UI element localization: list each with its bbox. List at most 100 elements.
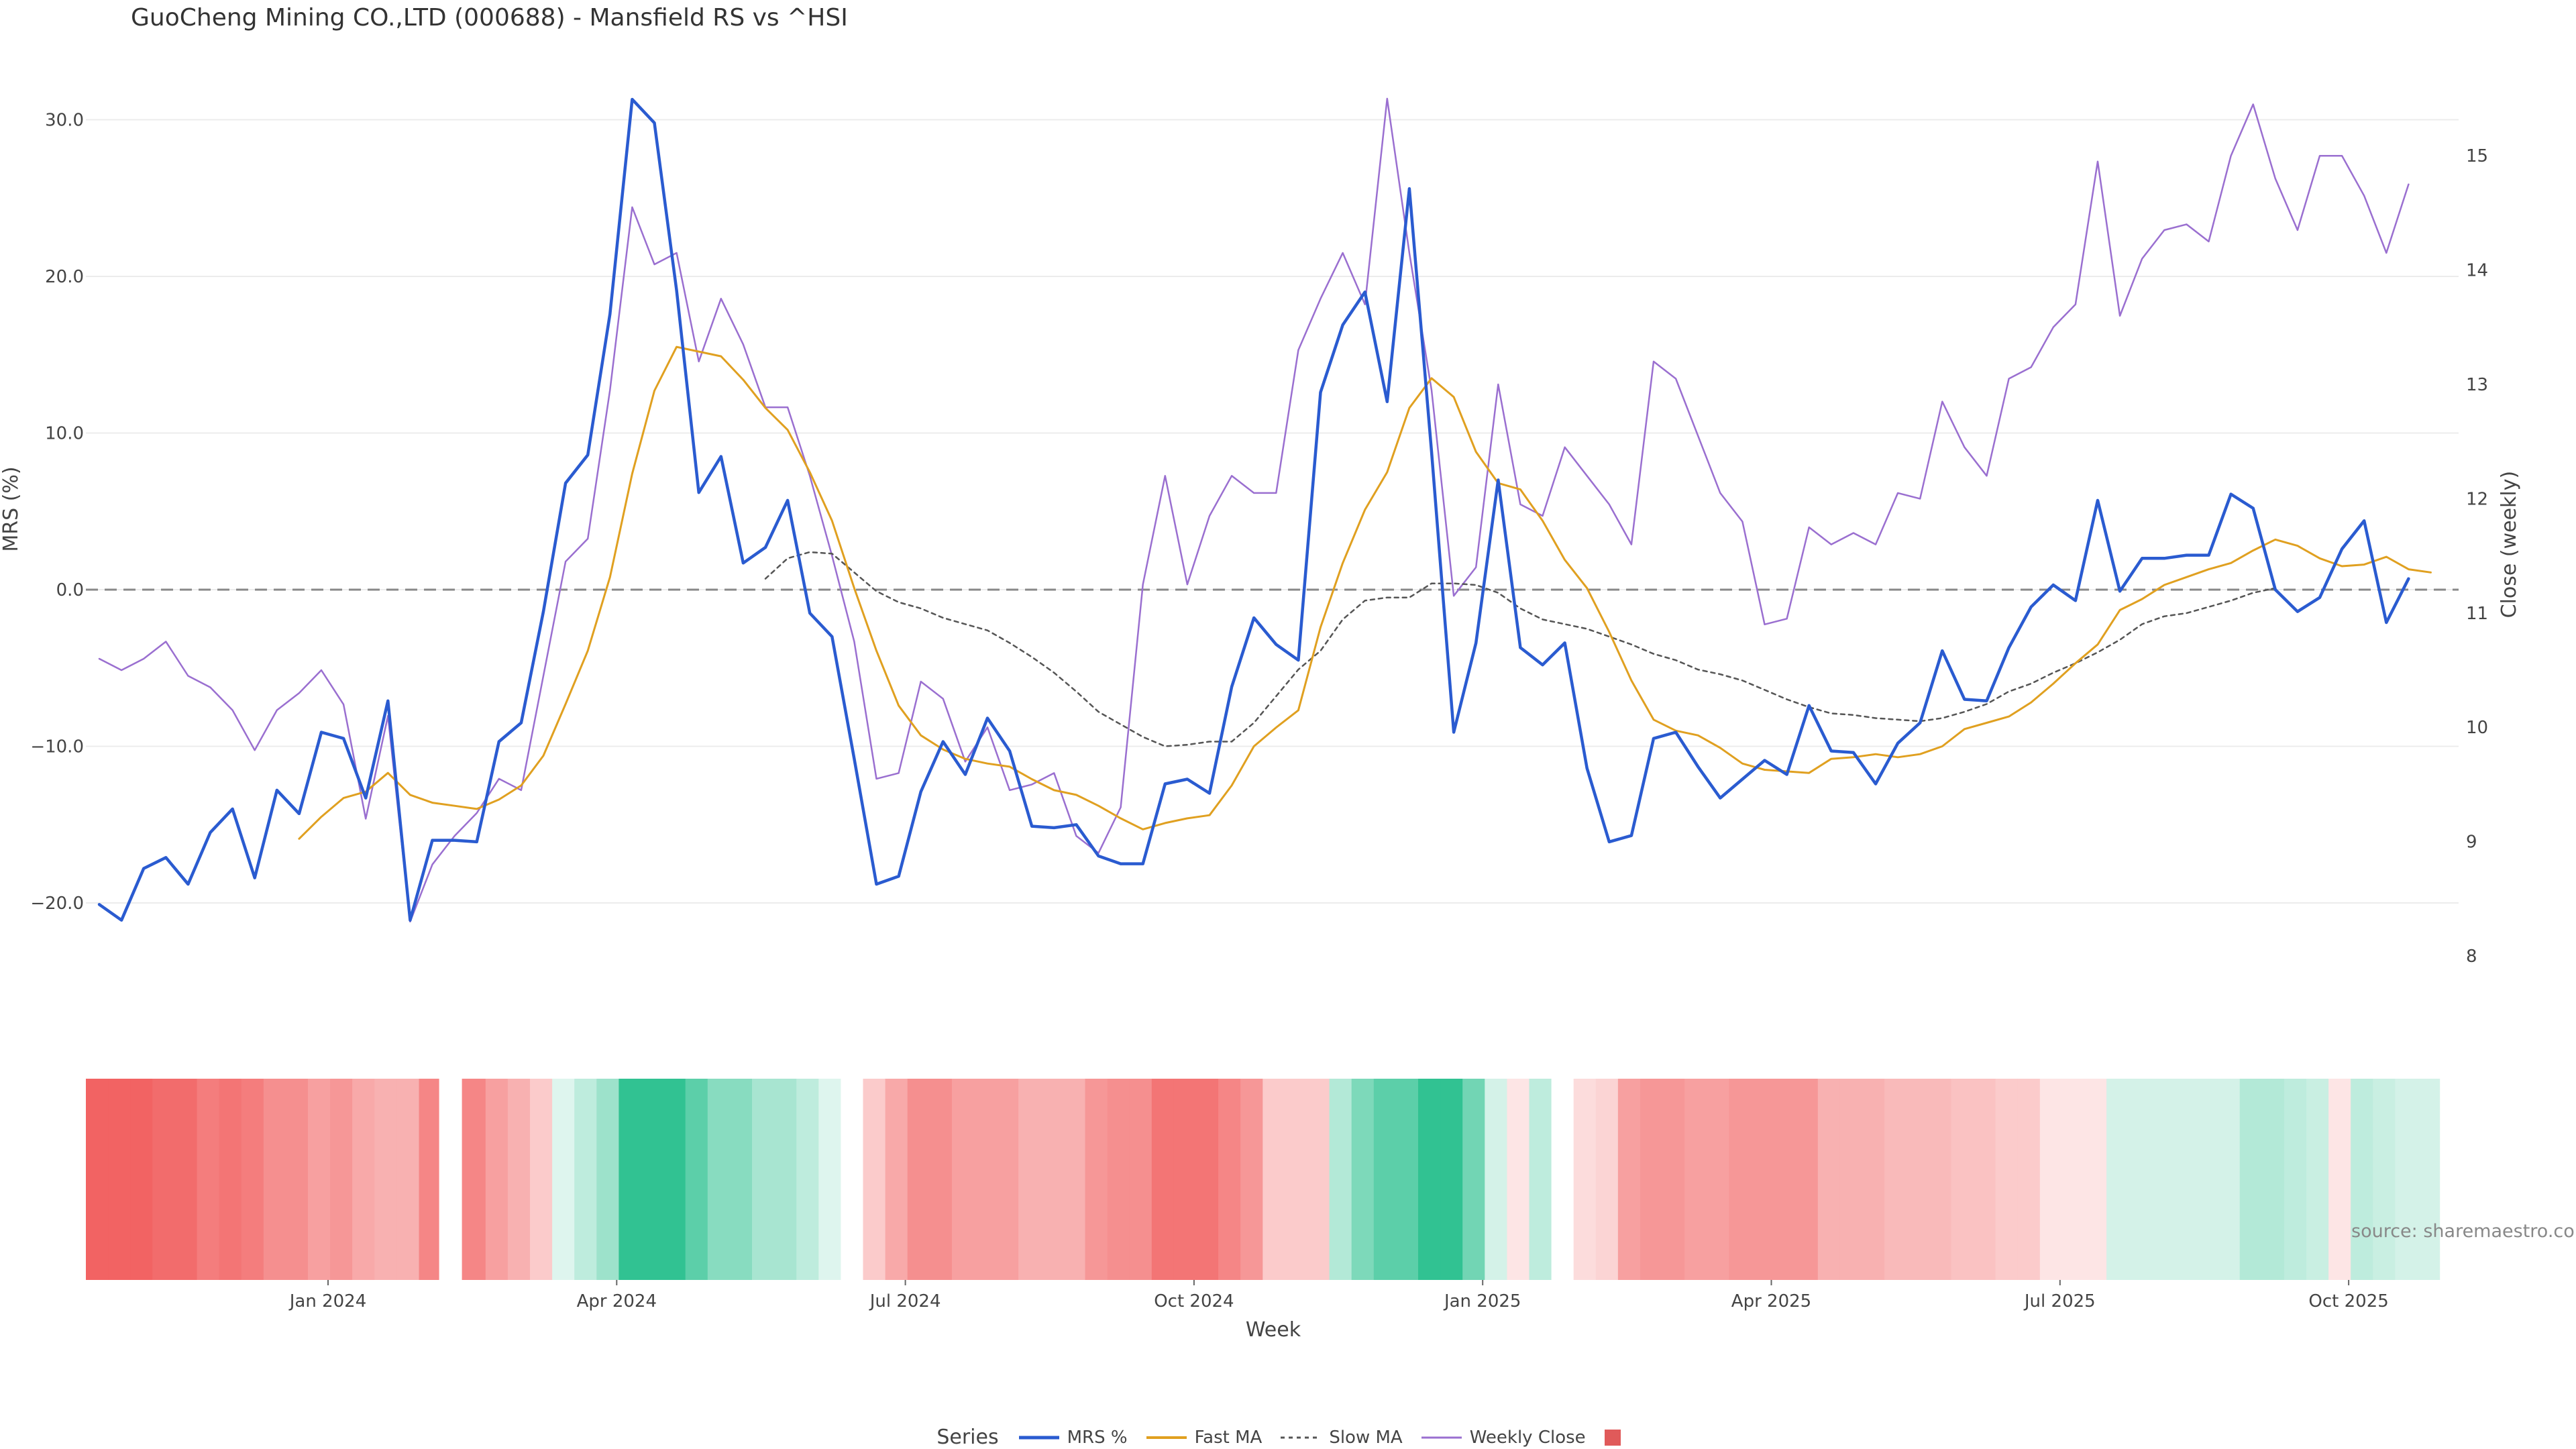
heatmap-cell xyxy=(374,1079,397,1280)
heatmap-cell xyxy=(2395,1079,2418,1280)
legend-item-mrs[interactable]: MRS % xyxy=(1018,1428,1128,1448)
series-line-weekly-close xyxy=(98,97,2410,923)
heatmap-cell xyxy=(1218,1079,1241,1280)
heatmap-cell xyxy=(1529,1079,1552,1280)
chart-title: GuoCheng Mining CO.,LTD (000688) - Mansf… xyxy=(131,4,848,32)
heatmap-cell xyxy=(596,1079,619,1280)
heatmap-cell xyxy=(463,1079,486,1280)
heatmap-cell xyxy=(2017,1079,2041,1280)
heatmap-cell xyxy=(1285,1079,1308,1280)
heatmap-cell xyxy=(308,1079,331,1280)
heatmap-cell xyxy=(1817,1079,1841,1280)
y-right-tick-label: 10 xyxy=(2466,718,2488,738)
heatmap-cell xyxy=(774,1079,797,1280)
heatmap-cell xyxy=(2195,1079,2218,1280)
heatmap-cell xyxy=(1040,1079,1063,1280)
heatmap-cell xyxy=(86,1079,109,1280)
legend-line-icon xyxy=(1146,1436,1187,1439)
heatmap-cell xyxy=(1684,1079,1707,1280)
heatmap-cell xyxy=(1884,1079,1907,1280)
x-tick-label: Jan 2024 xyxy=(288,1291,367,1311)
heatmap-cell xyxy=(885,1079,908,1280)
legend-label: Fast MA xyxy=(1194,1427,1263,1448)
heatmap-cell xyxy=(2151,1079,2174,1280)
heatmap-cell xyxy=(1617,1079,1641,1280)
legend-item-slow-ma[interactable]: Slow MA xyxy=(1281,1427,1403,1448)
heatmap-cell xyxy=(2173,1079,2196,1280)
heatmap-cell xyxy=(241,1079,264,1280)
heatmap-cell xyxy=(1173,1079,1197,1280)
heatmap-cell xyxy=(1129,1079,1152,1280)
x-tick-label: Apr 2025 xyxy=(1731,1291,1811,1311)
heatmap-cell xyxy=(1440,1079,1463,1280)
legend-item-fast-ma[interactable]: Fast MA xyxy=(1146,1427,1263,1448)
heatmap-cell xyxy=(419,1079,442,1280)
axis-labels: 30.0 20.0 10.0 0.0 −10.0 −20.0 15 14 13 12 11 10 9 8 J… xyxy=(0,111,2521,1342)
y-left-tick-label: −20.0 xyxy=(30,894,84,914)
heatmap-cell xyxy=(1373,1079,1397,1280)
heatmap-cell xyxy=(2129,1079,2151,1280)
heatmap-cell xyxy=(197,1079,220,1280)
heatmap-cell xyxy=(1595,1079,1619,1280)
legend-item-weekly-close[interactable]: Weekly Close xyxy=(1421,1428,1586,1448)
heatmap-cell xyxy=(1662,1079,1685,1280)
y-left-tick-label: 0.0 xyxy=(56,580,84,600)
heatmap-cell xyxy=(130,1079,153,1280)
heatmap-cell xyxy=(1640,1079,1663,1280)
heatmap-cell xyxy=(507,1079,531,1280)
legend-title: Series xyxy=(936,1426,999,1449)
heatmap-cell xyxy=(2239,1079,2263,1280)
heatmap-cell xyxy=(174,1079,198,1280)
heatmap-cell xyxy=(108,1079,131,1280)
heatmap-cell xyxy=(1196,1079,1219,1280)
heatmap-cell xyxy=(552,1079,575,1280)
legend-label: Slow MA xyxy=(1329,1427,1403,1448)
heatmap-cell xyxy=(1751,1079,1774,1280)
grid-lines xyxy=(86,119,2459,904)
heatmap-cell xyxy=(485,1079,508,1280)
y-right-tick-label: 12 xyxy=(2466,489,2488,509)
heatmap-cell xyxy=(707,1079,731,1280)
legend-item-heatmap[interactable] xyxy=(1604,1429,1621,1446)
heatmap-cell xyxy=(818,1079,841,1280)
y-left-tick-label: 10.0 xyxy=(45,424,84,444)
heatmap-cell xyxy=(1063,1079,1086,1280)
heatmap-cell xyxy=(1151,1079,1175,1280)
heatmap-cell xyxy=(1507,1079,1530,1280)
heatmap-cell xyxy=(685,1079,708,1280)
heatmap-cell xyxy=(152,1079,175,1280)
series-lines xyxy=(97,97,2432,923)
heatmap-cell xyxy=(1973,1079,1996,1280)
y-left-tick-label: 30.0 xyxy=(45,111,84,131)
series-line-slow-ma xyxy=(764,551,2277,747)
y-right-tick-label: 14 xyxy=(2466,261,2488,281)
heatmap-cell xyxy=(951,1079,975,1280)
heatmap-cell xyxy=(1085,1079,1108,1280)
heatmap-cell xyxy=(1329,1079,1352,1280)
x-tick-label: Jul 2024 xyxy=(869,1291,941,1311)
heatmap-cell xyxy=(1862,1079,1885,1280)
y-right-tick-label: 9 xyxy=(2466,833,2477,853)
heatmap-cell xyxy=(1773,1079,1796,1280)
y-right-tick-label: 13 xyxy=(2466,375,2488,395)
heatmap-cell xyxy=(352,1079,375,1280)
heatmap-cell xyxy=(2373,1079,2396,1280)
heatmap-cell xyxy=(396,1079,420,1280)
heatmap-cell xyxy=(1263,1079,1285,1280)
heatmap-cell xyxy=(1018,1079,1041,1280)
heatmap-cell xyxy=(1485,1079,1507,1280)
heatmap-cell xyxy=(2039,1079,2063,1280)
x-axis-title: Week xyxy=(1246,1318,1301,1342)
heatmap-cell xyxy=(1795,1079,1819,1280)
heatmap-cell xyxy=(907,1079,930,1280)
heatmap-cell xyxy=(1395,1079,1419,1280)
heatmap-cell xyxy=(1551,1079,1574,1280)
heatmap-cell xyxy=(2106,1079,2129,1280)
heatmap-cell xyxy=(2061,1079,2085,1280)
heatmap-cell xyxy=(1995,1079,2019,1280)
heatmap-cell xyxy=(729,1079,753,1280)
y-right-tick-label: 15 xyxy=(2466,146,2488,166)
heatmap-cell xyxy=(2328,1079,2351,1280)
series-line-mrs xyxy=(97,97,2410,922)
legend-swatch-icon xyxy=(1604,1429,1621,1446)
